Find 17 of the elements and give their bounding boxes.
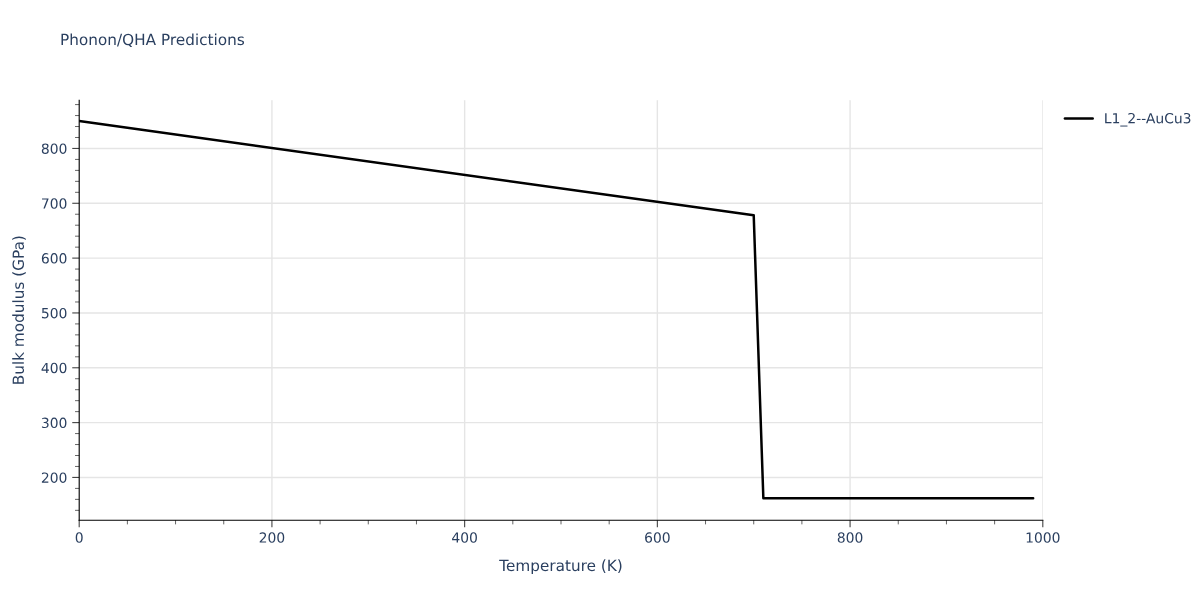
y-tick-label: 400 <box>41 362 67 374</box>
legend-label: L1_2--AuCu3 <box>1105 112 1191 127</box>
y-tick-label: 300 <box>41 417 67 429</box>
x-tick-label: 800 <box>837 532 863 543</box>
x-axis-title: Temperature (K) <box>499 559 622 575</box>
y-tick-label: 500 <box>41 307 67 319</box>
y-tick-label: 200 <box>41 472 67 483</box>
x-tick-label: 600 <box>645 532 670 543</box>
y-axis-title: Bulk modulus (GPa) <box>12 236 26 384</box>
x-tick-label: 400 <box>452 532 477 543</box>
x-tick-label: 1000 <box>1026 532 1060 543</box>
chart-title: Phonon/QHA Predictions <box>61 33 245 47</box>
y-tick-label: 700 <box>42 198 67 209</box>
y-tick-label: 800 <box>41 143 67 154</box>
x-tick-label: 0 <box>75 532 83 543</box>
x-tick-label: 200 <box>259 532 285 543</box>
y-tick-label: 600 <box>41 253 67 264</box>
